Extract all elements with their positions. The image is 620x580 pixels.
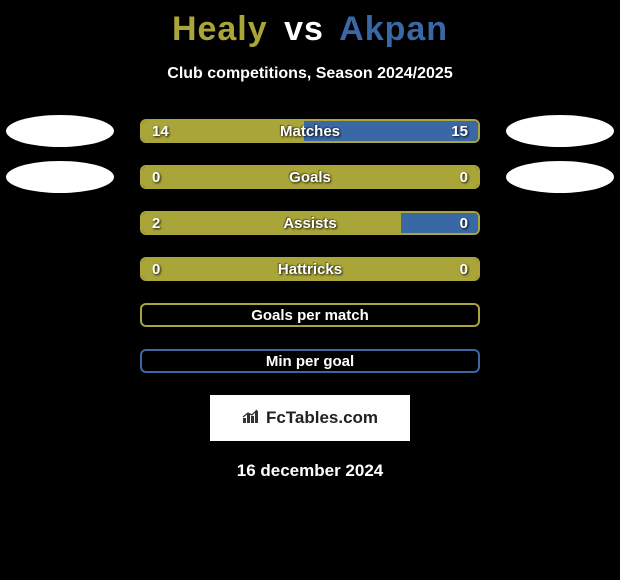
stat-bar: Goals0 0 (140, 165, 480, 189)
stat-row: Assists2 0 (0, 211, 620, 235)
player1-marker (6, 115, 114, 147)
stat-row: Goals0 0 (0, 165, 620, 189)
stat-row: Min per goal (0, 349, 620, 373)
stat-bar: Assists2 0 (140, 211, 480, 235)
player1-value: 2 (152, 213, 160, 235)
stat-label: Matches (142, 121, 478, 143)
player2-name: Akpan (339, 10, 448, 48)
stat-row: Goals per match (0, 303, 620, 327)
player1-marker (6, 161, 114, 193)
stat-bar: Goals per match (140, 303, 480, 327)
subtitle: Club competitions, Season 2024/2025 (0, 65, 620, 83)
stat-label: Goals (142, 167, 478, 189)
player1-name: Healy (172, 10, 268, 48)
stat-label: Goals per match (142, 305, 478, 327)
player2-marker (506, 161, 614, 193)
logo-text: FcTables.com (266, 408, 378, 428)
chart-icon (242, 408, 262, 429)
player2-value: 0 (460, 213, 468, 235)
stat-row: Hattricks0 0 (0, 257, 620, 281)
fctables-logo: FcTables.com (210, 395, 410, 441)
stat-label: Hattricks (142, 259, 478, 281)
vs-text: vs (284, 10, 324, 48)
stat-bar: Min per goal (140, 349, 480, 373)
player1-value: 14 (152, 121, 169, 143)
player1-value: 0 (152, 259, 160, 281)
comparison-title: Healy vs Akpan (0, 0, 620, 49)
date-text: 16 december 2024 (0, 461, 620, 481)
stat-bar: Matches14 15 (140, 119, 480, 143)
player2-value: 0 (460, 259, 468, 281)
stat-bar: Hattricks0 0 (140, 257, 480, 281)
stat-row: Matches14 15 (0, 119, 620, 143)
stat-label: Min per goal (142, 351, 478, 373)
stats-chart: Matches1415Goals00Assists20Hattricks00Go… (0, 119, 620, 373)
player2-marker (506, 115, 614, 147)
player2-value: 0 (460, 167, 468, 189)
player1-value: 0 (152, 167, 160, 189)
player2-value: 15 (451, 121, 468, 143)
stat-label: Assists (142, 213, 478, 235)
